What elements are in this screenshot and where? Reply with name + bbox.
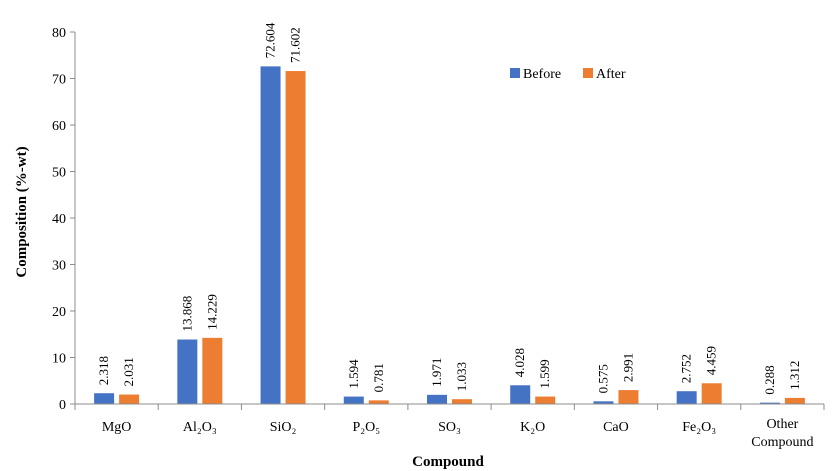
y-tick-label: 80 — [52, 26, 66, 41]
data-label: 72.604 — [263, 22, 278, 58]
bar-after — [618, 390, 639, 404]
y-axis: 0 10 20 30 40 50 60 70 80 — [52, 26, 76, 413]
bar-before — [177, 339, 198, 404]
bar-before — [427, 394, 447, 404]
legend-label-after: After — [596, 67, 626, 82]
x-tick-label: SO₃ — [438, 420, 461, 435]
x-tick-label: SiO₂ — [270, 420, 297, 435]
data-label: 4.028 — [512, 348, 527, 377]
x-tick-label: P₂O₅ — [352, 420, 380, 435]
data-label: 1.312 — [787, 361, 802, 390]
x-tick-label: Other Compound — [751, 417, 813, 450]
data-label: 0.575 — [595, 364, 610, 393]
data-label: 1.971 — [429, 358, 444, 387]
data-label: 2.752 — [679, 354, 694, 383]
legend-swatch-after — [583, 68, 593, 78]
data-label: 2.991 — [620, 353, 635, 382]
y-axis-title: Composition (%-wt) — [14, 146, 30, 277]
bars — [94, 66, 805, 405]
x-axis: MgO Al₂O₃ SiO₂ P₂O₅ SO₃ K₂O CaO Fe₂O₃ Other Compo… — [74, 403, 825, 450]
bar-before — [593, 401, 614, 404]
data-label: 0.781 — [371, 363, 386, 392]
y-tick-label: 70 — [52, 73, 66, 88]
x-tick-label: Fe₂O₃ — [682, 420, 716, 435]
bar-before — [343, 396, 364, 404]
bar-after — [701, 383, 722, 404]
bar-after — [535, 396, 556, 404]
y-tick-label: 10 — [52, 352, 66, 367]
bar-before — [759, 402, 780, 404]
bar-after — [368, 400, 389, 404]
legend-swatch-before — [510, 68, 520, 78]
legend-label-before: Before — [523, 67, 561, 82]
bar-after — [285, 71, 306, 405]
bar-before — [94, 393, 115, 404]
data-label: 0.288 — [762, 365, 777, 394]
x-tick-label: CaO — [603, 420, 629, 435]
data-label: 2.318 — [96, 356, 111, 385]
data-label: 4.459 — [704, 346, 719, 375]
x-tick-label: MgO — [102, 420, 132, 435]
data-label: 2.031 — [121, 357, 136, 386]
y-tick-label: 20 — [52, 305, 66, 320]
bar-before — [676, 391, 697, 404]
data-label: 71.602 — [288, 27, 303, 63]
bar-after — [119, 394, 140, 404]
data-label: 14.229 — [204, 294, 219, 330]
data-label: 13.868 — [179, 296, 194, 332]
data-label: 1.599 — [537, 359, 552, 388]
bar-after — [452, 399, 472, 404]
data-label: 1.594 — [346, 359, 361, 389]
data-label: 1.033 — [454, 362, 469, 391]
bar-after — [202, 337, 223, 404]
bar-before — [260, 66, 281, 404]
x-axis-title: Compound — [412, 454, 484, 470]
data-labels: 2.318 13.868 72.604 1.594 1.971 4.028 0.575 2.7… — [96, 22, 802, 395]
x-tick-label: K₂O — [520, 420, 545, 435]
y-tick-label: 40 — [52, 212, 66, 227]
y-tick-label: 0 — [59, 398, 66, 413]
bar-after — [784, 397, 805, 404]
bar-before — [510, 385, 531, 404]
y-tick-label: 30 — [52, 259, 66, 274]
y-tick-label: 50 — [52, 166, 66, 181]
legend: Before After — [510, 67, 626, 82]
y-tick-label: 60 — [52, 119, 66, 134]
x-tick-label: Al₂O₃ — [183, 420, 217, 435]
